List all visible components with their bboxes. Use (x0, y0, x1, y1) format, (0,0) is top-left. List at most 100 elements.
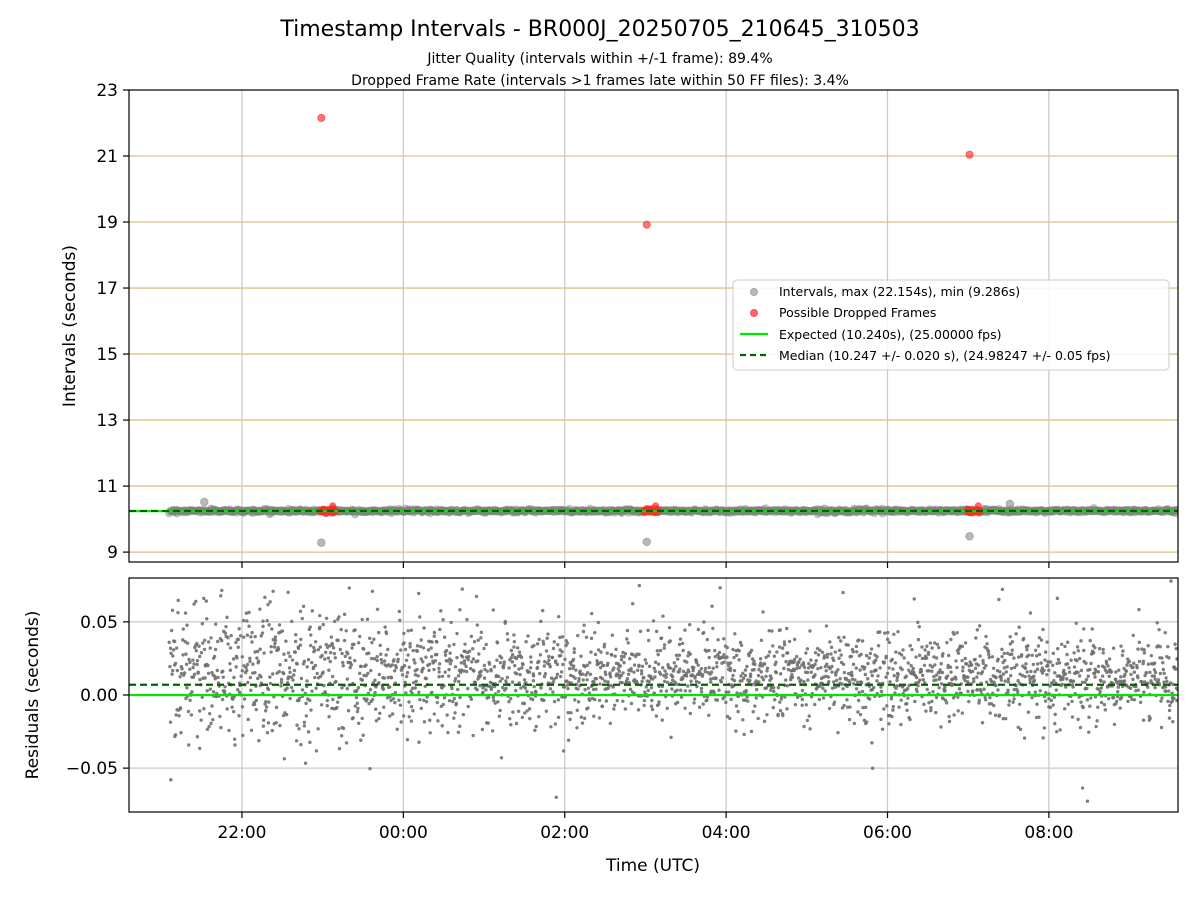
residual-point (662, 643, 667, 647)
residual-point (1153, 685, 1157, 690)
residual-point (1041, 736, 1045, 740)
residual-point (220, 588, 224, 593)
residual-point (517, 667, 521, 671)
legend-box (732, 279, 1170, 371)
residual-point (799, 678, 803, 682)
residual-point (426, 648, 431, 652)
residual-point (394, 665, 398, 670)
residual-point (813, 651, 818, 655)
residual-point (1085, 799, 1090, 803)
residual-point (732, 678, 737, 683)
residual-point (382, 659, 387, 663)
residual-point (419, 657, 423, 661)
residual-point (237, 690, 242, 695)
residual-point (650, 707, 655, 712)
residual-point (1046, 663, 1050, 668)
residual-point (201, 641, 205, 645)
residual-point (937, 645, 941, 650)
residual-point (1159, 699, 1163, 703)
residual-point (551, 680, 555, 684)
residual-point (1087, 715, 1091, 720)
residual-point (249, 635, 253, 639)
residual-point (588, 660, 592, 665)
residual-point (897, 705, 901, 709)
residual-point (238, 634, 243, 638)
residual-point (802, 724, 806, 729)
residual-point (1102, 680, 1106, 684)
residual-point (847, 717, 852, 722)
residual-point (285, 686, 289, 690)
residual-point (943, 685, 947, 689)
residual-point (707, 665, 711, 670)
residual-point (921, 677, 926, 682)
residual-point (821, 686, 825, 690)
residual-point (1063, 644, 1067, 649)
residual-point (171, 648, 176, 652)
residual-point (431, 661, 435, 665)
residual-point (896, 630, 900, 634)
residual-point (1117, 668, 1121, 672)
residual-point (771, 644, 775, 648)
residual-point (659, 636, 664, 640)
residual-point (618, 664, 623, 668)
residual-point (221, 675, 225, 679)
residual-point (770, 629, 774, 633)
residual-point (461, 712, 466, 717)
residual-point (984, 680, 989, 684)
residual-point (996, 657, 1000, 661)
residual-point (746, 699, 750, 703)
residual-point (373, 678, 377, 682)
residual-point (639, 669, 644, 673)
residual-point (1060, 642, 1064, 646)
residual-point (499, 756, 504, 760)
residual-point (600, 704, 605, 709)
residual-point (413, 686, 417, 690)
residual-point (571, 657, 576, 662)
residual-point (370, 589, 375, 594)
residual-point (588, 672, 593, 677)
residual-point (882, 707, 886, 711)
residual-point (841, 687, 845, 691)
residual-point (890, 657, 894, 662)
residual-point (433, 659, 438, 663)
residual-point (572, 647, 576, 651)
residual-point (1083, 680, 1087, 684)
residual-point (997, 597, 1001, 602)
residual-point (1168, 703, 1172, 708)
residual-point (947, 719, 952, 724)
residual-point (1054, 688, 1059, 692)
residual-point (1158, 645, 1162, 649)
residual-point (689, 679, 693, 683)
residual-point (510, 660, 515, 664)
residual-point (395, 652, 399, 656)
residual-point (322, 683, 326, 688)
residual-point (620, 681, 625, 685)
residual-point (206, 640, 211, 644)
residual-point (335, 700, 340, 704)
residual-point (934, 678, 938, 682)
residual-point (1114, 670, 1118, 674)
residual-point (556, 642, 560, 647)
residual-point (261, 624, 265, 629)
residual-point (249, 688, 253, 693)
residual-point (455, 655, 459, 660)
residual-point (403, 647, 408, 652)
residual-point (794, 654, 799, 659)
residual-point (1096, 670, 1101, 674)
residual-point (474, 594, 479, 599)
residual-point (437, 662, 442, 666)
residual-point (234, 640, 238, 645)
residual-point (932, 674, 936, 679)
residual-point (1081, 705, 1085, 710)
residual-point (1099, 679, 1103, 683)
residual-point (728, 716, 732, 721)
residual-point (186, 709, 191, 714)
residual-point (228, 661, 232, 666)
residual-point (617, 669, 622, 674)
residual-point (672, 661, 676, 665)
residual-point (1111, 695, 1116, 700)
residual-point (920, 673, 925, 678)
chart-subtitle-dropped: Dropped Frame Rate (intervals >1 frames … (351, 73, 849, 89)
residual-point (444, 648, 449, 653)
